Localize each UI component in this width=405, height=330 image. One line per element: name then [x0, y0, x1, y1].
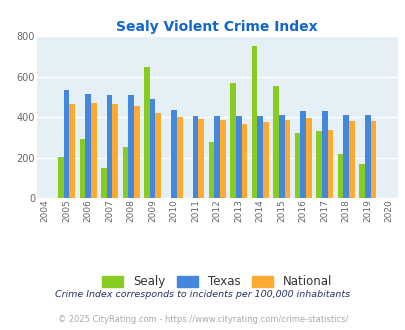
Bar	[85, 94, 91, 198]
Bar	[198, 119, 204, 198]
Bar	[273, 86, 278, 198]
Bar	[134, 107, 139, 198]
Bar	[370, 121, 375, 198]
Bar	[257, 116, 262, 198]
Bar	[251, 46, 257, 198]
Bar	[343, 115, 348, 198]
Bar	[214, 116, 220, 198]
Bar	[112, 104, 118, 198]
Bar	[300, 112, 305, 198]
Bar	[241, 124, 247, 198]
Bar	[144, 67, 149, 198]
Bar	[327, 130, 333, 198]
Bar	[128, 95, 134, 198]
Bar	[64, 90, 69, 198]
Bar	[284, 120, 290, 198]
Bar	[230, 83, 235, 198]
Bar	[348, 121, 354, 198]
Bar	[305, 117, 311, 198]
Bar	[364, 115, 370, 198]
Bar	[358, 164, 364, 198]
Bar	[69, 104, 75, 198]
Bar	[91, 103, 96, 198]
Title: Sealy Violent Crime Index: Sealy Violent Crime Index	[116, 20, 317, 34]
Bar	[171, 110, 177, 198]
Bar	[58, 156, 64, 198]
Bar	[79, 139, 85, 198]
Legend: Sealy, Texas, National: Sealy, Texas, National	[98, 272, 335, 292]
Bar	[294, 133, 300, 198]
Bar	[235, 116, 241, 198]
Bar	[155, 113, 161, 198]
Bar	[107, 95, 112, 198]
Text: © 2025 CityRating.com - https://www.cityrating.com/crime-statistics/: © 2025 CityRating.com - https://www.city…	[58, 315, 347, 324]
Bar	[101, 168, 107, 198]
Bar	[262, 122, 268, 198]
Bar	[208, 143, 214, 198]
Bar	[321, 111, 327, 198]
Bar	[337, 154, 343, 198]
Bar	[220, 120, 225, 198]
Bar	[149, 99, 155, 198]
Bar	[278, 115, 284, 198]
Bar	[192, 116, 198, 198]
Bar	[315, 131, 321, 198]
Text: Crime Index corresponds to incidents per 100,000 inhabitants: Crime Index corresponds to incidents per…	[55, 290, 350, 299]
Bar	[177, 117, 182, 198]
Bar	[122, 148, 128, 198]
